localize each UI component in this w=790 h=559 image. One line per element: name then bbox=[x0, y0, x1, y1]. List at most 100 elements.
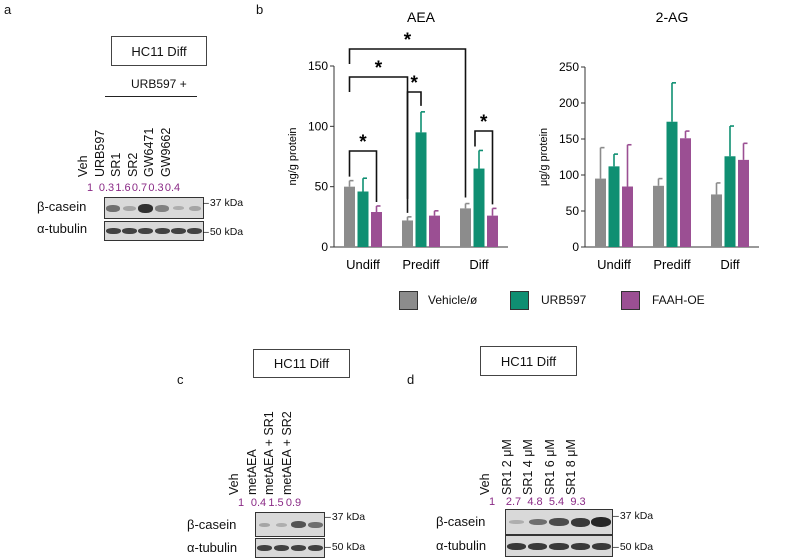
x-tick-label: Undiff bbox=[597, 257, 631, 272]
panel-letter-d: d bbox=[407, 372, 415, 387]
significance-bracket bbox=[348, 76, 409, 199]
panel-c-tubulin-blot bbox=[255, 538, 325, 558]
y-tick-label: 100 bbox=[308, 119, 328, 133]
blot-band bbox=[549, 518, 569, 526]
blot-band bbox=[105, 228, 121, 234]
panel-c-lane-label: metAEA bbox=[244, 449, 259, 495]
panel-letter-a: a bbox=[4, 2, 12, 17]
panel-d-row-label-tubulin: α-tubulin bbox=[436, 538, 487, 553]
panel-d-quant-value: 4.8 bbox=[527, 496, 543, 508]
bar bbox=[595, 178, 606, 247]
panel-d-casein-blot bbox=[505, 509, 613, 535]
panel-d-marker-50: 50 kDa bbox=[613, 541, 653, 553]
panel-a-lane-label: GW6471 bbox=[142, 127, 156, 177]
blot-band bbox=[122, 228, 137, 234]
panel-a-quant-value: 1.6 bbox=[115, 182, 131, 194]
blot-band bbox=[171, 228, 186, 234]
panel-d-tubulin-blot bbox=[505, 535, 613, 557]
bar bbox=[344, 186, 355, 247]
panel-c-casein-blot bbox=[255, 512, 325, 537]
panel-a-marker-37: 37 kDa bbox=[203, 197, 243, 209]
panel-a-casein-blot bbox=[104, 197, 204, 219]
blot-band bbox=[256, 545, 273, 551]
legend-swatch-faah-oe bbox=[621, 291, 640, 310]
bar bbox=[622, 186, 633, 247]
bar bbox=[371, 212, 382, 247]
y-tick-label: 50 bbox=[315, 180, 329, 194]
panel-d-lane-label: SR1 2 μM bbox=[499, 439, 514, 495]
panel-c-lane-label: metAEA + SR1 bbox=[262, 411, 276, 495]
panel-b-charts: AEA ng/g protein 0 50 100 150 Undiff Prediff Dif… bbox=[287, 9, 759, 272]
blot-band bbox=[290, 521, 307, 528]
significance-star: * bbox=[411, 73, 419, 94]
legend-swatch-vehicle bbox=[399, 291, 418, 310]
x-tick-label: Prediff bbox=[653, 257, 691, 272]
panel-a-row-label-tubulin: α-tubulin bbox=[37, 221, 88, 236]
panel-a-quant-value: 0.3 bbox=[148, 182, 164, 194]
panel-c-quant-value: 0.9 bbox=[285, 497, 302, 509]
x-tick-label: Diff bbox=[469, 257, 489, 272]
blot-band bbox=[509, 520, 524, 524]
bar bbox=[402, 220, 413, 247]
panel-letter-b: b bbox=[256, 2, 264, 17]
chart-title: AEA bbox=[407, 9, 436, 25]
blot-band bbox=[138, 203, 154, 213]
panel-c-marker-37: 37 kDa bbox=[325, 511, 365, 523]
significance-star: * bbox=[480, 112, 488, 133]
panel-d-lane-label: Veh bbox=[478, 473, 492, 495]
y-axis-label: μg/g protein bbox=[538, 128, 550, 186]
panel-c-title: HC11 Diff bbox=[253, 349, 350, 378]
panel-a-lane-label: SR2 bbox=[125, 152, 140, 177]
y-tick-label: 50 bbox=[566, 204, 580, 218]
x-tick-label: Diff bbox=[720, 257, 740, 272]
blot-band bbox=[273, 545, 290, 551]
bar bbox=[724, 156, 736, 247]
significance-bracket bbox=[348, 150, 378, 202]
y-tick-label: 150 bbox=[559, 132, 579, 146]
panel-d-lane-label: SR1 4 μM bbox=[521, 439, 535, 495]
panel-d-title: HC11 Diff bbox=[480, 346, 577, 376]
panel-a-group-label: URB597 + bbox=[131, 77, 187, 91]
panel-c-row-label-tubulin: α-tubulin bbox=[187, 540, 238, 555]
blot-band bbox=[155, 204, 170, 212]
panel-d-lane-label: SR1 6 μM bbox=[542, 439, 557, 495]
blot-band bbox=[570, 542, 590, 550]
panel-a-lane-label: URB597 bbox=[92, 129, 107, 177]
blot-band bbox=[172, 206, 185, 210]
panel-a-quant-value: 1 bbox=[86, 182, 94, 194]
blot-band bbox=[275, 522, 288, 527]
legend-label-faah-oe: FAAH-OE bbox=[652, 293, 705, 307]
panel-c-lane-label: metAEA + SR2 bbox=[279, 411, 294, 495]
panel-a-quant-value: 0.3 bbox=[98, 182, 115, 194]
panel-a-lane-label: Veh bbox=[76, 155, 90, 177]
panel-a-title: HC11 Diff bbox=[111, 36, 207, 66]
y-axis-label: ng/g protein bbox=[287, 127, 299, 185]
panel-c-marker-50: 50 kDa bbox=[325, 541, 365, 553]
panel-c-quant-value: 1 bbox=[237, 497, 245, 509]
panel-d-quant-value: 5.4 bbox=[548, 496, 565, 508]
bar bbox=[653, 185, 664, 247]
bar bbox=[680, 138, 691, 247]
blot-band bbox=[307, 545, 324, 551]
blot-band bbox=[258, 522, 271, 527]
panel-d-quant-value: 9.3 bbox=[570, 496, 586, 508]
panel-a-row-label-casein: β-casein bbox=[37, 199, 87, 214]
panel-c-quant-value: 0.4 bbox=[250, 497, 267, 509]
x-tick-label: Undiff bbox=[346, 257, 380, 272]
panel-letter-c: c bbox=[177, 372, 184, 387]
significance-star: * bbox=[404, 30, 412, 51]
y-tick-label: 200 bbox=[559, 96, 579, 110]
significance-star: * bbox=[359, 132, 367, 153]
blot-band bbox=[528, 519, 547, 525]
y-tick-label: 250 bbox=[559, 60, 579, 74]
panel-a-group-line bbox=[105, 96, 197, 97]
significance-star: * bbox=[375, 58, 383, 79]
panel-a-quant-value: 0.7 bbox=[131, 182, 148, 194]
panel-a-lane-label: SR1 bbox=[109, 152, 123, 177]
bar bbox=[473, 168, 485, 247]
blot-band bbox=[187, 228, 203, 234]
y-tick-label: 100 bbox=[559, 168, 579, 182]
bar bbox=[357, 191, 369, 247]
blot-band bbox=[290, 545, 307, 551]
panel-c-row-label-casein: β-casein bbox=[187, 517, 237, 532]
